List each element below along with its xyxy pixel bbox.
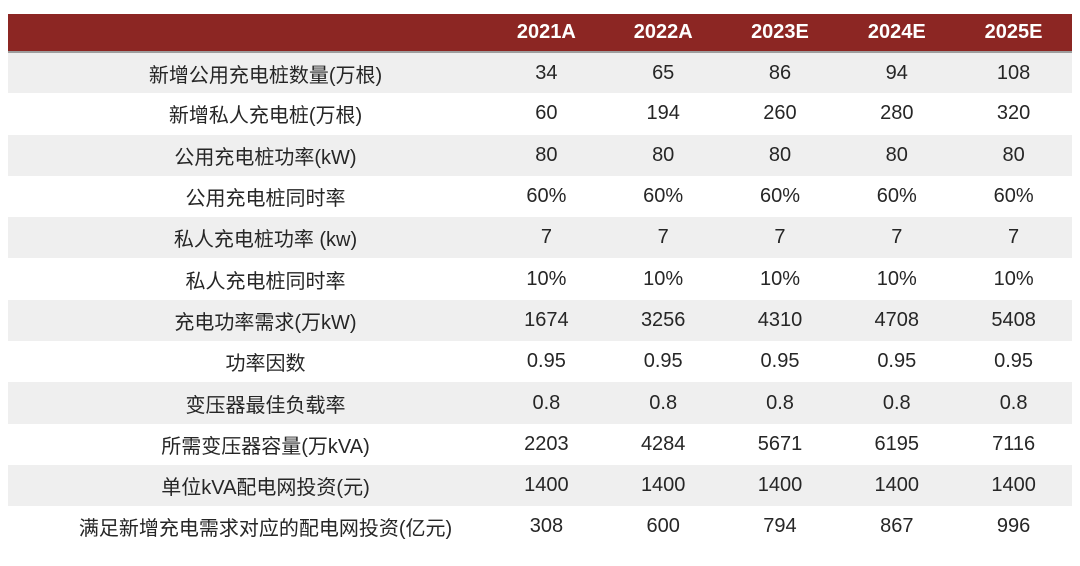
cell-value: 0.95	[877, 350, 917, 373]
cell-value: 80	[1002, 143, 1025, 166]
row-label: 单位kVA配电网投资(元)	[161, 477, 370, 500]
table-body: 新增公用充电桩数量(万根) 34 65 86 94 108 新增私人充电桩(万根) 60 194…	[8, 52, 1072, 548]
cell-value: 0.8	[649, 391, 678, 414]
cell-value: 5671	[757, 432, 803, 455]
table-header-row: 2021A 2022A 2023E 2024E 2025E	[8, 14, 1072, 53]
cell-value: 2203	[524, 432, 569, 455]
cell-value: 34	[535, 61, 558, 84]
charging-pile-grid-investment-table: 2021A 2022A 2023E 2024E 2025E 新增公用充电桩数量(万根) 3…	[8, 14, 1072, 548]
cell-value: 7	[657, 226, 669, 249]
cell-value: 94	[885, 61, 908, 84]
cell-value: 60%	[993, 185, 1034, 208]
cell-value: 0.8	[882, 391, 911, 414]
row-label: 公用充电桩功率(kW)	[174, 146, 357, 169]
cell-value: 60%	[526, 185, 567, 208]
cell-value: 4708	[874, 308, 920, 331]
table-row: 私人充电桩功率 (kw) 7 7 7 7 7	[8, 217, 1072, 259]
row-label: 变压器最佳负载率	[185, 394, 346, 417]
cell-value: 1674	[524, 308, 569, 331]
cell-value: 0.95	[643, 350, 683, 373]
column-header-2024E: 2024E	[838, 14, 956, 53]
table-row: 单位kVA配电网投资(元) 1400 1400 1400 1400 1400	[8, 464, 1072, 507]
row-label: 私人充电桩同时率	[185, 270, 346, 293]
table-row: 所需变压器容量(万kVA) 2203 4284 5671 6195 7116	[8, 423, 1072, 465]
cell-value: 996	[996, 515, 1031, 538]
cell-value: 794	[763, 515, 797, 538]
cell-value: 5408	[991, 308, 1036, 331]
header-row: 2021A 2022A 2023E 2024E 2025E	[8, 14, 1072, 53]
row-label: 所需变压器容量(万kVA)	[161, 435, 370, 458]
cell-value: 65	[652, 61, 675, 84]
table-row: 功率因数 0.95 0.95 0.95 0.95 0.95	[8, 341, 1072, 383]
cell-value: 10%	[993, 267, 1034, 290]
cell-value: 1400	[874, 474, 920, 497]
cell-value: 600	[646, 515, 680, 538]
cell-value: 7	[540, 226, 552, 249]
row-label: 私人充电桩功率 (kw)	[173, 229, 358, 252]
column-header-2025E: 2025E	[955, 14, 1072, 53]
cell-value: 6195	[874, 432, 920, 455]
cell-value: 1400	[640, 474, 686, 497]
cell-value: 80	[768, 143, 792, 166]
column-header-2023E: 2023E	[721, 14, 839, 53]
row-label: 功率因数	[225, 353, 306, 376]
cell-value: 7116	[992, 432, 1036, 455]
cell-value: 4284	[640, 432, 686, 455]
row-label: 新增公用充电桩数量(万根)	[148, 64, 383, 87]
row-label: 满足新增充电需求对应的配电网投资(亿元)	[78, 518, 453, 541]
table-row: 变压器最佳负载率 0.8 0.8 0.8 0.8 0.8	[8, 382, 1072, 424]
cell-value: 10%	[526, 267, 567, 290]
cell-value: 10%	[876, 267, 917, 290]
table-row: 公用充电桩功率(kW) 80 80 80 80 80	[8, 134, 1072, 176]
row-label: 公用充电桩同时率	[185, 188, 346, 211]
cell-value: 60	[535, 102, 558, 125]
cell-value: 4310	[757, 308, 803, 331]
table-row: 满足新增充电需求对应的配电网投资(亿元) 308 600 794 867 996	[8, 506, 1072, 548]
column-header-2022A: 2022A	[604, 14, 722, 53]
table-row: 公用充电桩同时率 60% 60% 60% 60% 60%	[8, 175, 1072, 218]
cell-value: 867	[880, 515, 914, 538]
cell-value: 1400	[524, 474, 569, 497]
cell-value: 10%	[759, 267, 800, 290]
cell-value: 7	[774, 226, 786, 249]
cell-value: 80	[885, 143, 908, 166]
cell-value: 80	[652, 143, 675, 166]
cell-value: 86	[768, 61, 792, 84]
cell-value: 60%	[759, 185, 800, 208]
cell-value: 280	[880, 102, 914, 125]
cell-value: 80	[535, 143, 558, 166]
cell-value: 108	[996, 61, 1031, 84]
cell-value: 7	[891, 226, 903, 249]
cell-value: 260	[763, 102, 797, 125]
cell-value: 0.8	[532, 391, 561, 414]
cell-value: 1400	[991, 474, 1036, 497]
cell-value: 0.95	[526, 350, 566, 373]
cell-value: 1400	[757, 474, 803, 497]
table-row: 私人充电桩同时率 10% 10% 10% 10% 10%	[8, 258, 1072, 300]
cell-value: 60%	[876, 185, 917, 208]
header-label-cell	[8, 14, 488, 53]
column-header-2021A: 2021A	[488, 14, 605, 53]
cell-value: 194	[646, 102, 680, 125]
cell-value: 3256	[640, 308, 686, 331]
cell-value: 0.8	[766, 391, 794, 414]
table-row: 新增私人充电桩(万根) 60 194 260 280 320	[8, 93, 1072, 135]
row-label: 充电功率需求(万kW)	[174, 311, 357, 334]
row-label: 新增私人充电桩(万根)	[168, 105, 363, 128]
cell-value: 0.8	[999, 391, 1028, 414]
table-row: 充电功率需求(万kW) 1674 3256 4310 4708 5408	[8, 299, 1072, 342]
cell-value: 10%	[643, 267, 684, 290]
cell-value: 7	[1008, 226, 1020, 249]
cell-value: 0.95	[994, 350, 1034, 373]
cell-value: 0.95	[760, 350, 800, 373]
cell-value: 320	[996, 102, 1031, 125]
cell-value: 60%	[643, 185, 684, 208]
cell-value: 308	[529, 515, 564, 538]
table-row: 新增公用充电桩数量(万根) 34 65 86 94 108	[8, 52, 1072, 94]
